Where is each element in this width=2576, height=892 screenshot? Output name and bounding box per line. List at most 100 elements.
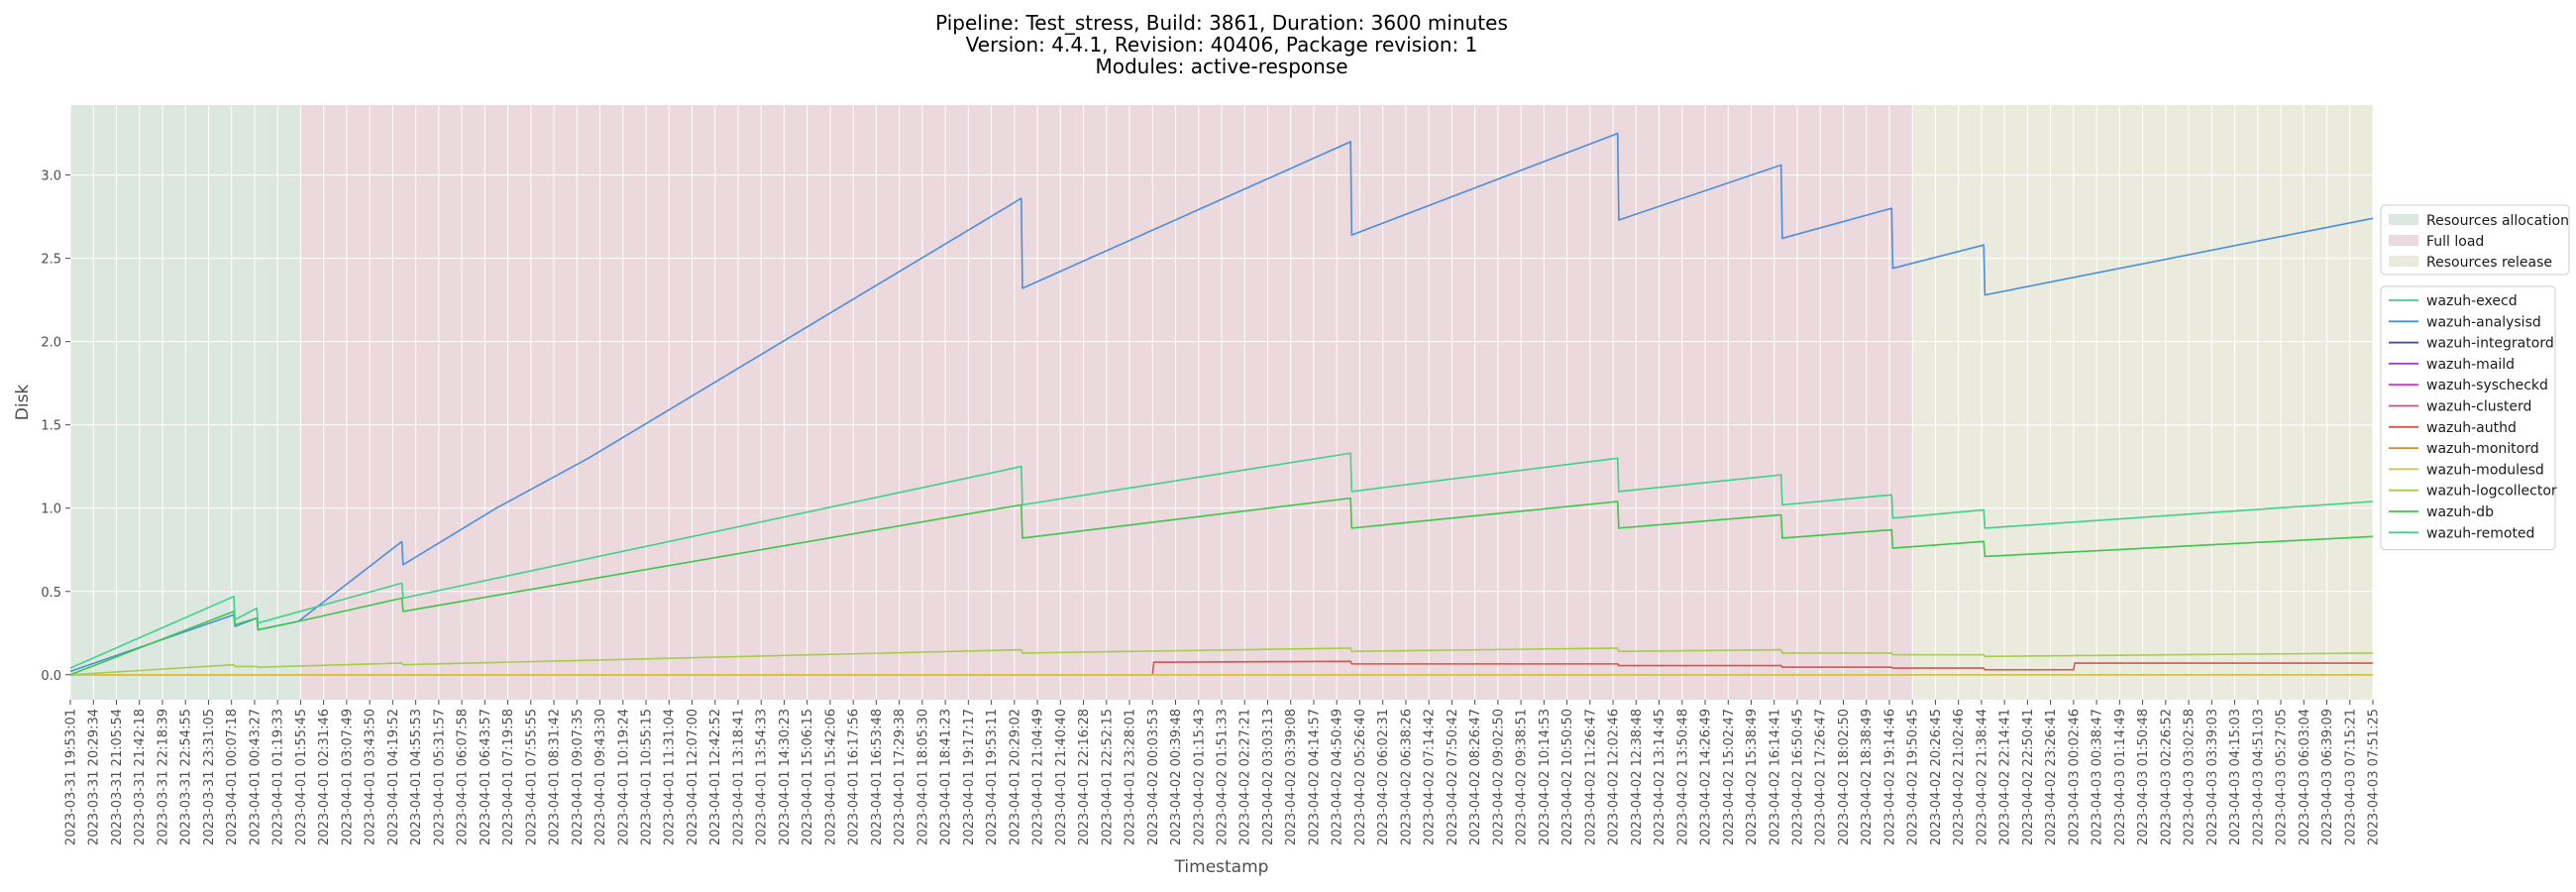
series-legend-label: wazuh-remoted — [2426, 525, 2534, 541]
series-legend-label: wazuh-db — [2426, 504, 2494, 520]
x-tick-label: 2023-04-01 12:42:52 — [708, 709, 723, 845]
x-tick-label: 2023-04-02 21:38:44 — [1975, 709, 1989, 845]
x-tick-label: 2023-04-01 00:43:27 — [248, 709, 263, 845]
x-tick-label: 2023-04-01 13:18:41 — [731, 709, 746, 845]
x-tick-label: 2023-04-03 07:51:25 — [2367, 709, 2382, 845]
x-tick-label: 2023-04-02 05:26:40 — [1353, 709, 1368, 845]
x-tick-label: 2023-04-02 23:26:41 — [2044, 709, 2059, 845]
series-legend-label: wazuh-authd — [2426, 420, 2517, 436]
x-tick-label: 2023-04-02 19:50:45 — [1906, 709, 1921, 845]
x-tick-label: 2023-04-01 21:40:40 — [1054, 709, 1069, 845]
y-tick-label: 0.0 — [41, 669, 61, 684]
series-legend-label: wazuh-execd — [2426, 293, 2518, 309]
x-tick-label: 2023-04-02 03:03:13 — [1261, 709, 1276, 845]
x-tick-label: 2023-04-02 13:50:48 — [1675, 709, 1690, 845]
x-tick-label: 2023-04-03 06:03:04 — [2298, 709, 2312, 845]
x-tick-label: 2023-03-31 23:31:05 — [202, 709, 217, 845]
y-tick-label: 1.5 — [41, 419, 61, 434]
x-tick-label: 2023-04-03 00:38:47 — [2091, 709, 2105, 845]
x-tick-label: 2023-04-02 13:14:45 — [1653, 709, 1667, 845]
x-tick-label: 2023-04-01 01:19:33 — [271, 709, 286, 845]
title-line-3: Modules: active-response — [1095, 55, 1347, 78]
x-tick-label: 2023-04-02 06:02:31 — [1376, 709, 1391, 845]
series-legend-box — [2380, 285, 2556, 551]
series-line-wazuh-authd — [70, 660, 2373, 676]
x-tick-label: 2023-04-01 23:28:01 — [1124, 709, 1138, 845]
series-legend-label: wazuh-logcollector — [2426, 484, 2557, 500]
x-tick-label: 2023-04-02 19:14:46 — [1882, 709, 1897, 845]
x-tick-label: 2023-04-03 04:15:03 — [2228, 709, 2243, 845]
y-tick-label: 1.0 — [41, 502, 61, 517]
x-tick-label: 2023-04-01 07:19:58 — [501, 709, 516, 845]
x-tick-label: 2023-04-03 01:50:48 — [2136, 709, 2151, 845]
x-tick-label: 2023-04-02 11:26:47 — [1583, 709, 1598, 845]
x-tick-label: 2023-04-02 18:38:49 — [1860, 709, 1875, 845]
x-tick-label: 2023-04-02 01:51:33 — [1216, 709, 1231, 845]
x-tick-label: 2023-04-01 17:29:38 — [893, 709, 908, 845]
x-tick-label: 2023-04-02 00:03:53 — [1146, 709, 1161, 845]
x-tick-label: 2023-04-02 08:26:47 — [1468, 709, 1483, 845]
x-tick-label: 2023-04-01 07:55:55 — [524, 709, 539, 845]
x-tick-label: 2023-04-01 06:07:58 — [456, 709, 471, 845]
chart-title: Pipeline: Test_stress, Build: 3861, Dura… — [935, 11, 1508, 78]
x-tick-label: 2023-04-03 00:02:46 — [2067, 709, 2082, 845]
x-tick-label: 2023-03-31 22:18:39 — [156, 709, 170, 845]
x-tick-label: 2023-04-02 07:50:42 — [1446, 709, 1460, 845]
x-tick-label: 2023-04-02 10:14:53 — [1538, 709, 1553, 845]
x-tick-label: 2023-04-02 10:50:50 — [1560, 709, 1575, 845]
x-tick-label: 2023-03-31 22:54:55 — [179, 709, 194, 845]
x-tick-label: 2023-04-02 06:38:26 — [1399, 709, 1414, 845]
x-tick-label: 2023-04-01 08:31:42 — [548, 709, 563, 845]
x-tick-label: 2023-04-01 12:07:00 — [686, 709, 700, 845]
x-tick-label: 2023-03-31 19:53:01 — [64, 709, 79, 845]
x-tick-label: 2023-04-01 10:19:24 — [616, 709, 631, 845]
title-line-2: Version: 4.4.1, Revision: 40406, Package… — [966, 33, 1478, 56]
phase-legend-swatch — [2389, 235, 2418, 246]
x-tick-label: 2023-04-02 21:02:46 — [1952, 709, 1967, 845]
x-tick-label: 2023-04-01 14:30:23 — [778, 709, 793, 845]
x-tick-label: 2023-04-03 05:27:05 — [2275, 709, 2290, 845]
x-tick-label: 2023-04-03 04:51:03 — [2251, 709, 2266, 845]
x-tick-label: 2023-04-01 03:07:49 — [340, 709, 355, 845]
x-axis-label: Timestamp — [1174, 857, 1269, 877]
x-tick-label: 2023-04-01 16:53:48 — [870, 709, 885, 845]
x-tick-label: 2023-04-01 04:19:52 — [386, 709, 401, 845]
x-tick-label: 2023-04-01 02:31:46 — [317, 709, 332, 845]
y-tick-label: 2.0 — [41, 336, 61, 351]
series-legend-label: wazuh-integratord — [2426, 336, 2554, 352]
x-tick-label: 2023-04-02 16:50:45 — [1791, 709, 1806, 845]
x-tick-label: 2023-04-01 22:52:15 — [1100, 709, 1115, 845]
x-tick-label: 2023-04-03 06:39:09 — [2320, 709, 2335, 845]
series-line-wazuh-logcollector — [69, 647, 2374, 676]
x-tick-label: 2023-04-03 03:39:03 — [2205, 709, 2220, 845]
series-legend-label: wazuh-analysisd — [2426, 314, 2541, 330]
x-tick-label: 2023-04-01 10:55:15 — [640, 709, 655, 845]
x-tick-label: 2023-04-01 00:07:18 — [225, 709, 240, 845]
x-tick-label: 2023-04-02 14:26:49 — [1699, 709, 1714, 845]
series-lines — [69, 132, 2374, 676]
x-tick-label: 2023-04-02 04:14:57 — [1307, 709, 1322, 845]
x-tick-label: 2023-04-01 19:53:11 — [985, 709, 1000, 845]
x-tick-label: 2023-04-01 04:55:53 — [409, 709, 424, 845]
x-tick-label: 2023-04-01 18:05:30 — [915, 709, 930, 845]
x-tick-label: 2023-04-01 09:07:35 — [571, 709, 586, 845]
phase-legend: Resources allocation Full load Resources r… — [2380, 204, 2570, 276]
x-tick-label: 2023-04-02 07:14:42 — [1423, 709, 1438, 845]
x-tick-label: 2023-04-02 15:38:49 — [1745, 709, 1760, 845]
x-tick-label: 2023-04-02 12:02:46 — [1607, 709, 1622, 845]
phase-legend-box — [2380, 204, 2570, 276]
series-legend-label: wazuh-monitord — [2426, 441, 2539, 457]
x-tick-label: 2023-04-01 05:31:57 — [432, 709, 447, 845]
x-tick-label: 2023-04-01 15:06:15 — [801, 709, 815, 845]
title-line-1: Pipeline: Test_stress, Build: 3861, Dura… — [935, 11, 1508, 35]
series-legend-label: wazuh-modulesd — [2426, 462, 2544, 478]
y-tick-label: 3.0 — [41, 169, 61, 184]
phase-legend-label: Full load — [2426, 234, 2484, 250]
x-tick-label: 2023-04-02 01:15:43 — [1192, 709, 1207, 845]
y-axis-label: Disk — [13, 385, 33, 421]
series-legend: wazuh-execd wazuh-analysisd wazuh-integrat… — [2380, 285, 2557, 551]
y-tick-label: 2.5 — [41, 253, 61, 268]
phase-legend-swatch — [2389, 214, 2418, 225]
x-tick-label: 2023-04-02 16:14:41 — [1768, 709, 1782, 845]
phase-legend-swatch — [2389, 256, 2418, 267]
